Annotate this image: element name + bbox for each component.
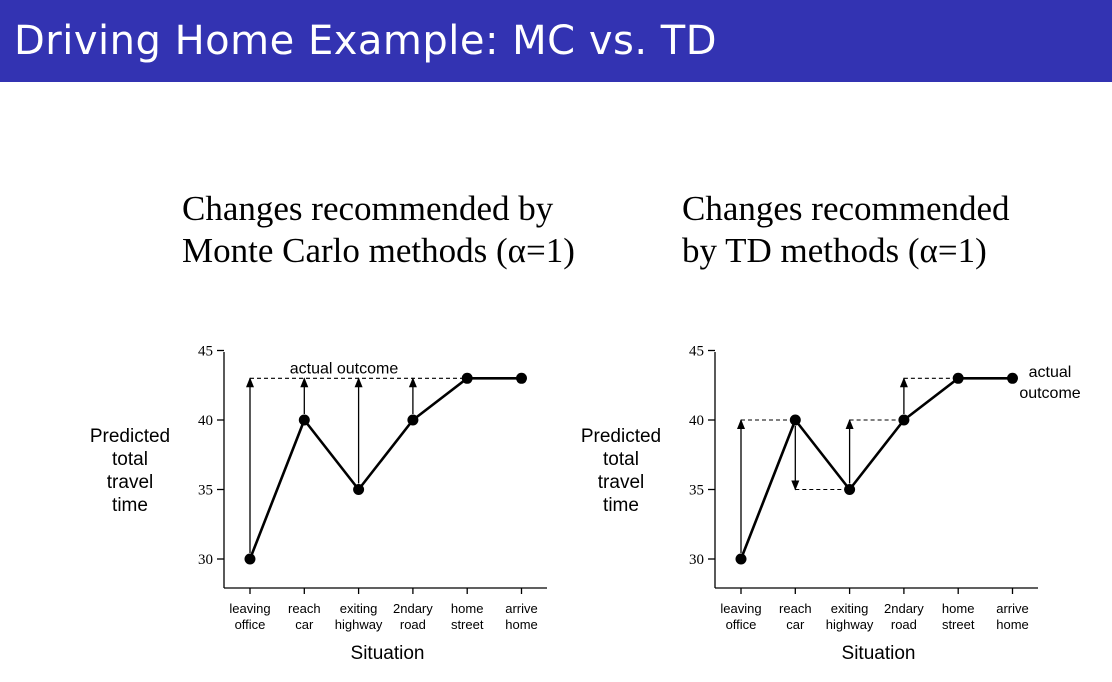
td-x-tick-label-1-line-1: car xyxy=(786,617,805,632)
mc-x-tick-label-3-line-0: 2ndary xyxy=(393,601,433,616)
mc-x-tick-label-2-line-0: exiting xyxy=(340,601,378,616)
td-y-tick-label-35: 35 xyxy=(689,483,704,499)
td-heading-line-1: Changes recommended xyxy=(682,189,1010,228)
mc-heading-line-1: Changes recommended by xyxy=(182,189,554,228)
mc-x-tick-label-2-line-1: highway xyxy=(335,617,383,632)
td-data-point-0 xyxy=(735,553,747,565)
td-data-point-3 xyxy=(898,414,910,426)
mc-y-tick-label-45: 45 xyxy=(198,344,213,360)
mc-chart: 30 35 40 45 leaving office reach car exiting high… xyxy=(90,344,547,664)
td-annotation-line-1: outcome xyxy=(1019,385,1080,402)
td-y-tick-label-40: 40 xyxy=(689,413,704,429)
mc-x-tick-label-0: leaving office xyxy=(229,601,270,632)
mc-x-tick-label-5-line-1: home xyxy=(505,617,538,632)
mc-annotation: actual outcome xyxy=(290,360,399,377)
td-x-axis-title: Situation xyxy=(842,643,916,664)
mc-x-axis-title: Situation xyxy=(351,643,425,664)
mc-heading-line-2: Monte Carlo methods (α=1) xyxy=(182,231,575,270)
mc-data-point-3 xyxy=(407,414,419,426)
mc-data-point-5 xyxy=(516,372,527,384)
mc-x-tick-label-3: 2ndary road xyxy=(393,601,433,632)
mc-x-tick-label-2: exiting highway xyxy=(335,601,383,632)
mc-y-axis-title-line-3: time xyxy=(112,495,148,516)
td-x-tick-label-4: home street xyxy=(942,601,975,632)
td-y-axis-title-line-2: travel xyxy=(598,472,644,493)
td-data-point-1 xyxy=(789,414,801,426)
mc-y-axis-title: Predicted total travel time xyxy=(90,426,170,516)
mc-data-point-1 xyxy=(298,414,310,426)
mc-x-tick-label-4-line-1: street xyxy=(451,617,484,632)
mc-x-tick-label-0-line-0: leaving xyxy=(229,601,270,616)
td-x-tick-label-2-line-0: exiting xyxy=(831,601,869,616)
td-x-tick-label-3-line-1: road xyxy=(891,617,917,632)
td-x-tick-label-0-line-1: office xyxy=(726,617,757,632)
td-y-axis-title: Predicted total travel time xyxy=(581,426,661,516)
td-x-tick-label-2-line-1: highway xyxy=(826,617,874,632)
td-x-tick-label-0-line-0: leaving xyxy=(720,601,761,616)
td-x-tick-label-4-line-1: street xyxy=(942,617,975,632)
mc-y-axis-title-line-0: Predicted xyxy=(90,426,170,447)
td-x-tick-label-3-line-0: 2ndary xyxy=(884,601,924,616)
mc-x-tick-label-5: arrive home xyxy=(505,601,538,632)
mc-y-axis-title-line-2: travel xyxy=(107,472,153,493)
mc-x-tick-label-1-line-0: reach xyxy=(288,601,321,616)
td-annotation-line-0: actual xyxy=(1029,364,1072,381)
mc-data-point-0 xyxy=(244,553,256,565)
mc-data-point-4 xyxy=(461,372,473,384)
td-data-point-5 xyxy=(1007,372,1018,384)
td-y-axis-title-line-3: time xyxy=(603,495,639,516)
td-x-tick-label-5-line-0: arrive xyxy=(996,601,1029,616)
td-x-tick-label-1: reach car xyxy=(779,601,812,632)
td-data-point-2 xyxy=(844,484,856,495)
mc-y-axis-title-line-1: total xyxy=(112,449,148,470)
td-heading-line-2: by TD methods (α=1) xyxy=(682,231,987,270)
mc-chart-heading: Changes recommended by Monte Carlo metho… xyxy=(182,188,575,272)
td-series-line xyxy=(739,376,1013,560)
mc-series-line xyxy=(248,376,522,560)
td-y-tick-label-30: 30 xyxy=(689,552,704,568)
td-chart-heading: Changes recommended by TD methods (α=1) xyxy=(682,188,1010,272)
td-annotation: actual outcome xyxy=(1019,364,1080,402)
mc-y-tick-label-40: 40 xyxy=(198,413,213,429)
mc-y-tick-label-30: 30 xyxy=(198,552,213,568)
mc-x-tick-label-1-line-1: car xyxy=(295,617,314,632)
mc-x-tick-label-4-line-0: home xyxy=(451,601,484,616)
mc-x-tick-label-3-line-1: road xyxy=(400,617,426,632)
mc-x-tick-label-5-line-0: arrive xyxy=(505,601,538,616)
mc-x-tick-label-4: home street xyxy=(451,601,484,632)
td-x-tick-label-5: arrive home xyxy=(996,601,1029,632)
mc-y-tick-label-35: 35 xyxy=(198,483,213,499)
td-y-axis-title-line-1: total xyxy=(603,449,639,470)
mc-x-tick-label-1: reach car xyxy=(288,601,321,632)
td-x-tick-label-5-line-1: home xyxy=(996,617,1029,632)
mc-x-tick-label-0-line-1: office xyxy=(235,617,266,632)
td-x-tick-label-4-line-0: home xyxy=(942,601,975,616)
td-x-tick-label-0: leaving office xyxy=(720,601,761,632)
mc-data-point-2 xyxy=(353,484,365,495)
td-data-point-4 xyxy=(952,372,964,384)
td-chart: 30 35 40 45 leaving office reach car exiting high… xyxy=(581,344,1081,665)
td-y-axis-title-line-0: Predicted xyxy=(581,426,661,447)
td-x-tick-label-2: exiting highway xyxy=(826,601,874,632)
slide-title-bar: Driving Home Example: MC vs. TD xyxy=(0,0,1112,82)
td-x-tick-label-3: 2ndary road xyxy=(884,601,924,632)
slide-title: Driving Home Example: MC vs. TD xyxy=(14,18,717,64)
td-x-tick-label-1-line-0: reach xyxy=(779,601,812,616)
td-y-tick-label-45: 45 xyxy=(689,344,704,360)
